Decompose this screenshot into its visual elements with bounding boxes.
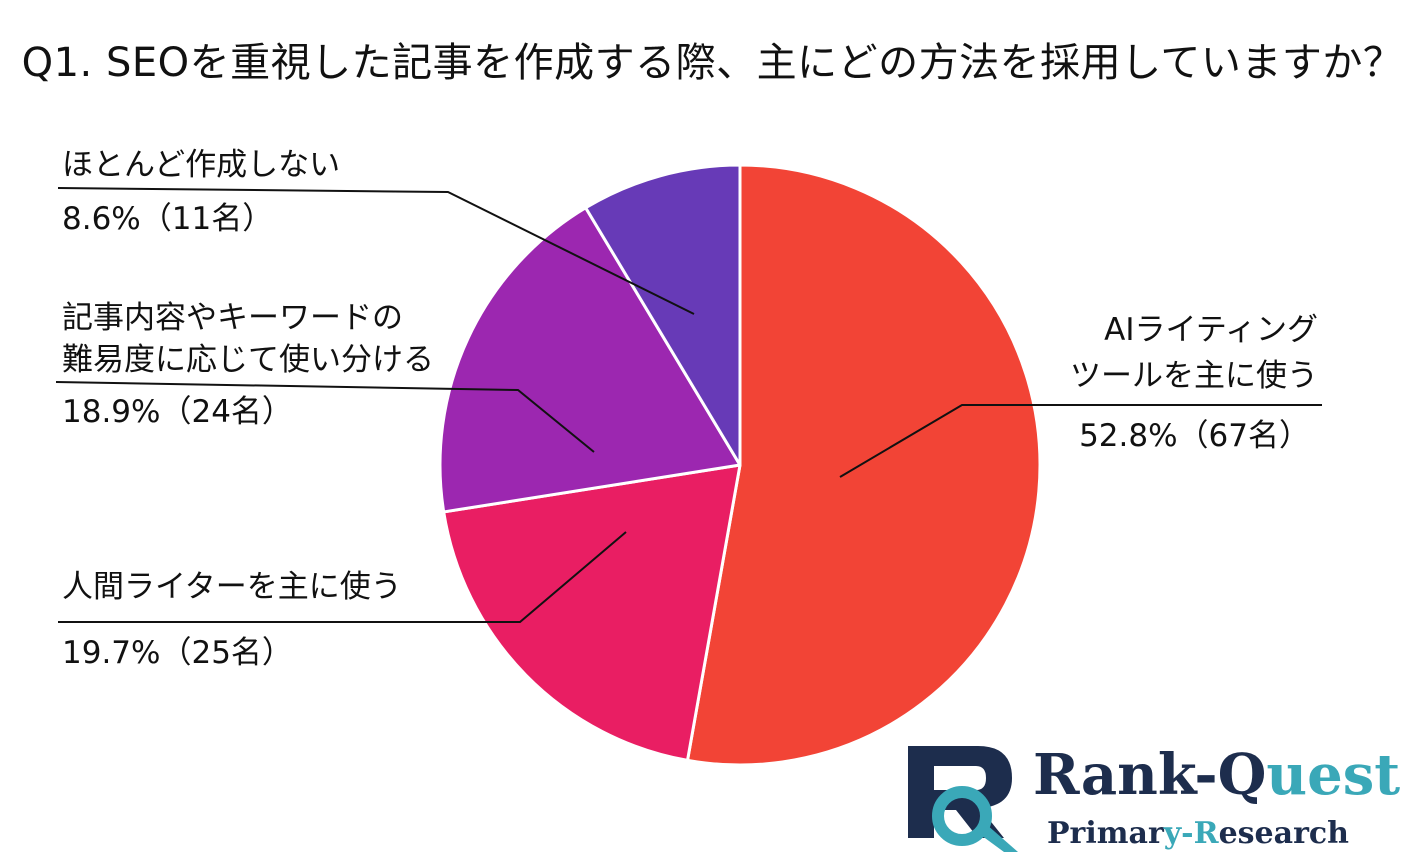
logo-name: Rank-Quest xyxy=(1033,742,1401,808)
slice-value-case-by-case: 18.9%（24名） xyxy=(62,394,293,430)
leader-line-rarely-create xyxy=(57,187,695,315)
slice-label-human-writer: 人間ライターを主に使う xyxy=(62,569,402,605)
pie-slice-ai-writing-tool xyxy=(685,163,1042,767)
rq-logo-mark xyxy=(908,746,1018,852)
leader-line-case-by-case xyxy=(55,381,595,453)
slice-label-rarely-create: ほとんど作成しない xyxy=(62,147,340,183)
leader-line-ai-writing-tool xyxy=(839,404,1322,478)
pie-slices xyxy=(438,163,1042,767)
pie-slice-case-by-case xyxy=(438,206,742,514)
rank-quest-logo: Rank-Quest Primary-Research xyxy=(900,738,1400,858)
pie-slice-rarely-create xyxy=(584,163,742,467)
slice-label-ai-writing-tool: ツールを主に使う xyxy=(1070,358,1318,394)
leader-line-human-writer xyxy=(58,531,627,623)
pie-slice-human-writer xyxy=(442,463,742,762)
logo-tagline: Primary-Research xyxy=(1047,816,1349,851)
slice-label-ai-writing-tool: AIライティング xyxy=(1104,312,1318,348)
slice-value-rarely-create: 8.6%（11名） xyxy=(62,201,273,237)
slice-value-ai-writing-tool: 52.8%（67名） xyxy=(1079,418,1310,454)
slice-value-human-writer: 19.7%（25名） xyxy=(62,635,293,671)
slice-label-case-by-case: 記事内容やキーワードの xyxy=(62,300,403,336)
chart-title: Q1. SEOを重視した記事を作成する際、主にどの方法を採用していますか？ xyxy=(21,40,1404,86)
leader-lines xyxy=(55,187,1322,623)
slice-label-case-by-case: 難易度に応じて使い分ける xyxy=(62,342,434,378)
